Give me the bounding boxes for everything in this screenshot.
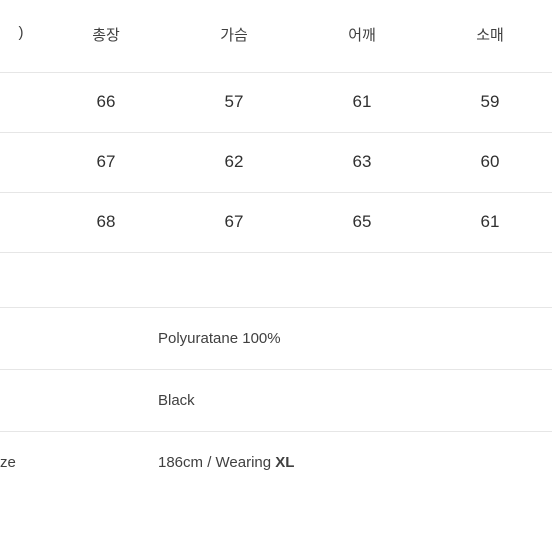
info-value-color: Black [158,392,195,409]
model-height-text: 186cm / Wearing [158,454,275,471]
table-row: 66 57 61 59 [0,72,552,132]
info-row-material: Polyuratane 100% [0,307,552,369]
info-value-model: 186cm / Wearing XL [158,454,294,471]
cell-sizelabel [0,192,42,252]
cell-sleeve: 60 [426,132,552,192]
size-spec-panel: ) 총장 가슴 어깨 소매 66 57 61 59 67 62 63 60 [0,0,552,552]
info-row-color: Black [0,369,552,431]
cell-shoulder: 63 [298,132,426,192]
size-table: ) 총장 가슴 어깨 소매 66 57 61 59 67 62 63 60 [0,18,552,253]
header-length: 총장 [42,18,170,72]
cell-length: 66 [42,72,170,132]
product-info: Polyuratane 100% Black ze 186cm / Wearin… [0,307,552,493]
cell-length: 67 [42,132,170,192]
info-row-model: ze 186cm / Wearing XL [0,431,552,493]
header-chest: 가슴 [170,18,298,72]
cell-shoulder: 65 [298,192,426,252]
cell-chest: 62 [170,132,298,192]
model-size-bold: XL [275,454,294,471]
cell-shoulder: 61 [298,72,426,132]
cell-chest: 67 [170,192,298,252]
header-shoulder: 어깨 [298,18,426,72]
cell-sleeve: 59 [426,72,552,132]
cell-sleeve: 61 [426,192,552,252]
cell-sizelabel [0,72,42,132]
info-label-model-fragment: ze [0,454,42,471]
cell-sizelabel [0,132,42,192]
header-sleeve: 소매 [426,18,552,72]
table-row: 67 62 63 60 [0,132,552,192]
table-header-row: ) 총장 가슴 어깨 소매 [0,18,552,72]
table-row: 68 67 65 61 [0,192,552,252]
cell-length: 68 [42,192,170,252]
header-unit-fragment: ) [0,18,42,72]
info-value-material: Polyuratane 100% [158,330,281,347]
cell-chest: 57 [170,72,298,132]
